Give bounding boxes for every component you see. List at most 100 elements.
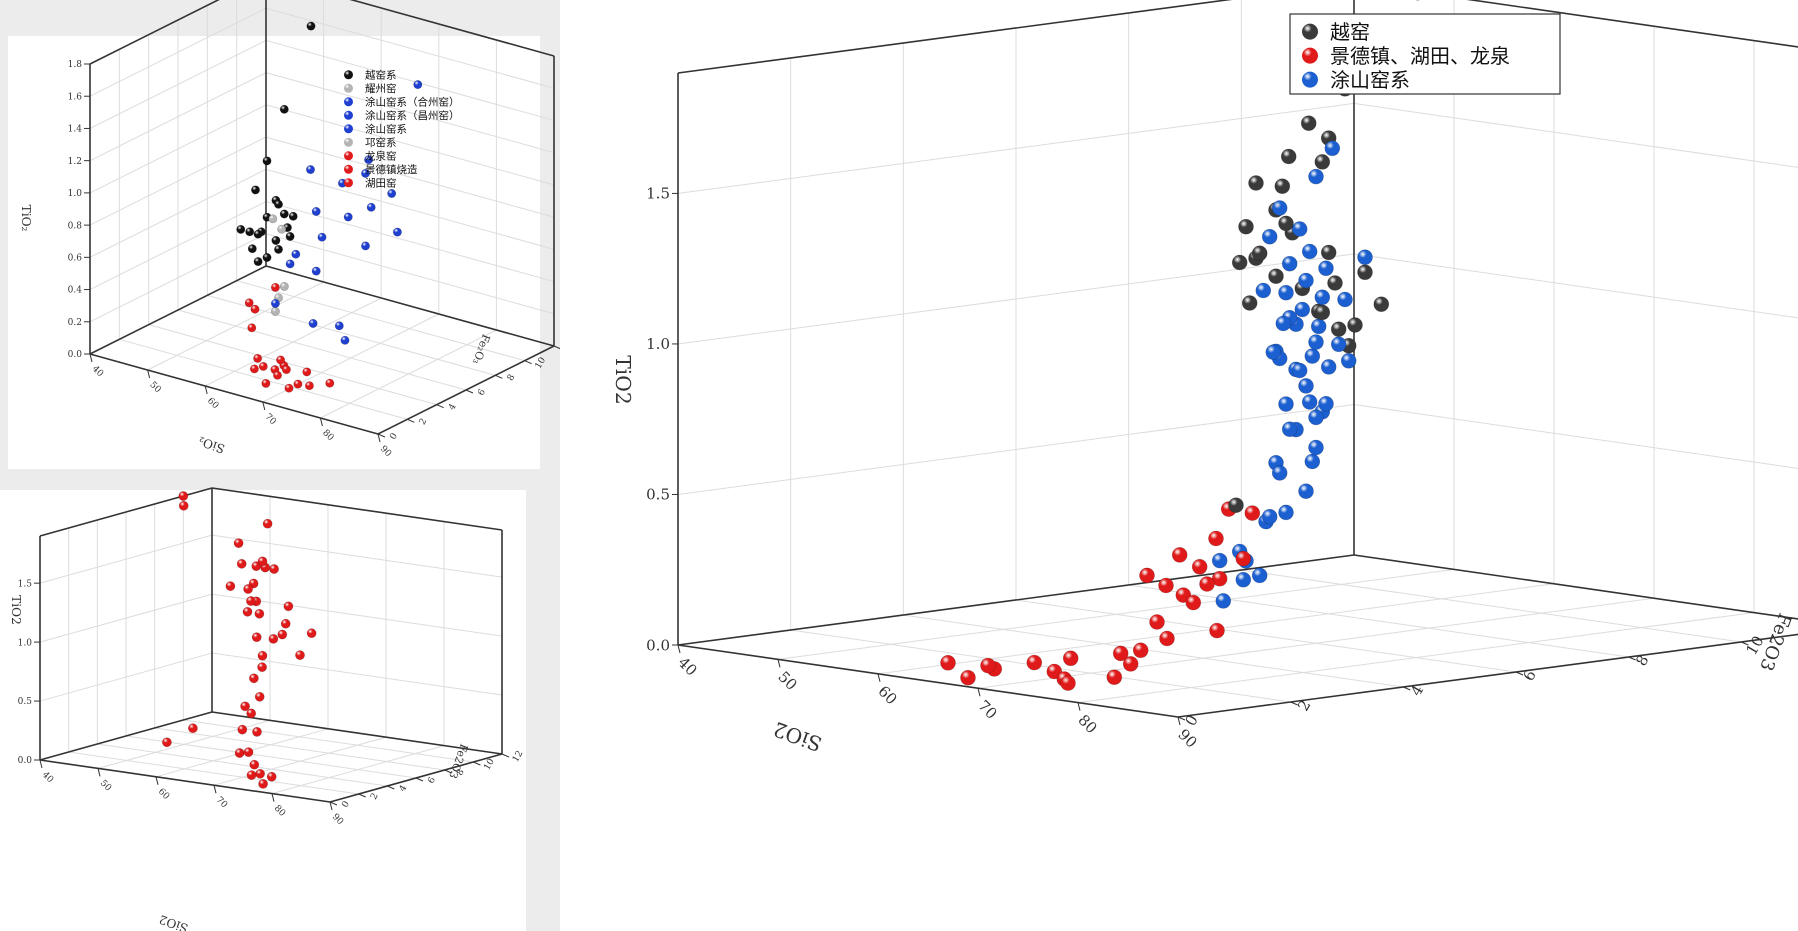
data-point (1238, 218, 1254, 235)
grid-line (211, 652, 503, 696)
data-point (1308, 334, 1324, 350)
data-point (279, 209, 289, 219)
grid-line (1353, 554, 1798, 620)
data-point (1318, 395, 1334, 412)
y-tick-label: 1.0 (646, 335, 670, 353)
z-tick-label: 6 (477, 387, 489, 397)
data-point (940, 654, 956, 671)
y-axis-label: TiO2 (9, 595, 23, 625)
z-tick (495, 374, 503, 379)
data-point (249, 364, 259, 374)
data-point (311, 207, 321, 217)
legend-marker (344, 164, 353, 174)
z-tick (415, 777, 424, 782)
x-tick-label: 90 (378, 444, 393, 459)
data-point (266, 771, 277, 782)
grid-line (97, 743, 388, 787)
x-tick (1077, 702, 1081, 711)
legend-marker (344, 97, 353, 107)
legend-label: 龙泉窑 (365, 150, 397, 163)
data-point (249, 759, 260, 770)
grid-line (211, 534, 503, 578)
data-point (1301, 243, 1318, 260)
data-point (1228, 497, 1244, 514)
data-point (281, 365, 291, 375)
data-point (1308, 439, 1324, 456)
grid-line (1353, 403, 1798, 469)
legend-label: 邛窑系 (365, 136, 397, 149)
data-point (1235, 550, 1252, 567)
chart-panel-main: 4050607080900.00.51.01.5024681012SiO2TiO… (560, 0, 1798, 931)
data-point (343, 212, 353, 222)
data-point (277, 224, 287, 234)
data-point (1191, 558, 1208, 575)
data-point (225, 581, 236, 591)
data-point (285, 259, 295, 269)
data-point (1337, 291, 1353, 308)
data-point (234, 748, 245, 758)
data-point (1139, 567, 1155, 584)
axis-frame-edge (211, 711, 503, 755)
data-point (246, 770, 257, 780)
data-point (1291, 362, 1308, 379)
data-point (1298, 378, 1314, 394)
data-point (1320, 359, 1337, 375)
data-point (317, 232, 327, 242)
data-point (1298, 483, 1314, 500)
data-point (1159, 630, 1175, 647)
legend-marker (344, 178, 353, 188)
data-point (1208, 530, 1224, 547)
data-point (1308, 409, 1324, 426)
data-point (269, 564, 279, 574)
x-tick-label: 50 (147, 380, 162, 395)
data-point (1291, 221, 1308, 237)
data-point (1122, 656, 1139, 672)
y-tick-label: 0.4 (68, 286, 83, 296)
grid-line (1128, 584, 1629, 658)
chart-top-left: 4050607080900.00.20.40.60.81.01.21.41.61… (19, 0, 577, 459)
data-point (387, 189, 397, 199)
grid-line (1241, 569, 1742, 643)
data-point (334, 321, 344, 331)
data-point (1060, 675, 1076, 691)
legend-label: 涂山窑系 (365, 123, 407, 136)
grid-line (236, 280, 525, 362)
data-point (276, 355, 286, 365)
z-axis-label: Fe₂O₃ (470, 332, 493, 365)
data-point (258, 778, 268, 789)
data-point (325, 378, 335, 388)
data-point (251, 632, 262, 643)
data-point (1211, 552, 1228, 569)
data-point (1373, 296, 1390, 313)
z-tick (436, 404, 444, 409)
data-point (305, 165, 315, 175)
z-tick-label: 2 (418, 417, 430, 427)
data-point (295, 650, 305, 660)
z-tick-label: 8 (506, 373, 518, 383)
legend-marker (1302, 47, 1318, 64)
z-tick (1515, 671, 1524, 676)
x-tick (877, 673, 881, 682)
data-point (255, 768, 265, 779)
data-point (254, 691, 265, 702)
data-point (279, 282, 289, 292)
data-point (273, 244, 283, 254)
x-tick (39, 759, 43, 769)
axis-frame-edge (39, 759, 331, 803)
z-tick (358, 793, 366, 798)
data-point (1235, 571, 1252, 588)
y-tick-label: 1.8 (68, 60, 83, 70)
grid-line (265, 168, 555, 250)
z-tick (473, 761, 481, 766)
data-point (257, 556, 268, 567)
chart-panel-bottom-left: 40 50 60 70 80 90 0.0 0.5 1.0 1.5 0 2 4 6 8 10 12 SiO2 TiO… (0, 487, 526, 931)
data-point (1265, 344, 1282, 361)
z-tick (1741, 641, 1749, 646)
x-tick (262, 401, 266, 411)
y-tick-label: 1.4 (68, 125, 83, 135)
z-tick-label: 4 (398, 783, 410, 793)
data-point (236, 558, 247, 569)
x-tick (271, 793, 275, 802)
y-axis-label: TiO₂ (19, 205, 33, 232)
data-point (1330, 321, 1347, 338)
